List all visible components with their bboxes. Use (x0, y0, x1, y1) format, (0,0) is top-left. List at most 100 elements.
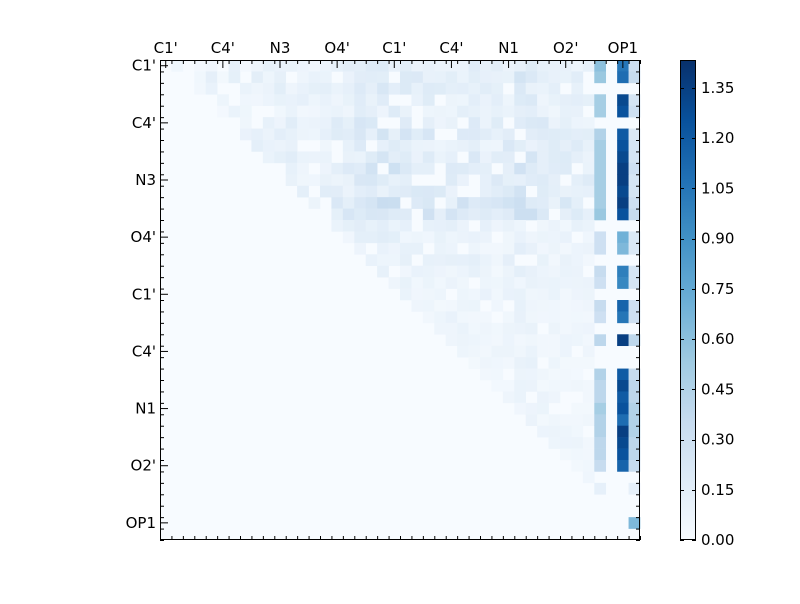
heatmap-cell (480, 242, 492, 255)
heatmap-cell (388, 197, 401, 209)
y-tick-labels: C1' C4' N3 O4' C1' C4' N1 O2' OP1 (126, 57, 156, 532)
heatmap-cell (434, 277, 447, 289)
heatmap-cell (502, 345, 515, 358)
heatmap-cell (594, 208, 607, 221)
heatmap-cell (251, 94, 264, 107)
heatmap-cell (548, 105, 561, 118)
heatmap-cell (628, 197, 641, 209)
heatmap-cell (525, 345, 538, 358)
heatmap-cell (571, 288, 584, 301)
heatmap-cell (571, 380, 584, 392)
heatmap-cell (571, 311, 584, 324)
heatmap-cell (491, 368, 504, 381)
heatmap-cell (491, 94, 504, 107)
y-tick-label: C4' (132, 342, 156, 360)
heatmap-cell (480, 357, 492, 369)
heatmap-cell (422, 105, 435, 118)
heatmap-cell (365, 105, 378, 118)
colorbar-frame (680, 60, 696, 540)
heatmap-cell (377, 128, 389, 141)
heatmap-cell (365, 231, 378, 244)
heatmap-cell (434, 117, 447, 129)
heatmap-cell (537, 174, 549, 187)
heatmap-cell (445, 82, 458, 95)
heatmap-cell (422, 265, 435, 278)
heatmap-cell (285, 94, 298, 107)
heatmap-cell (468, 71, 481, 84)
heatmap-cell (514, 82, 527, 95)
heatmap-cell (582, 288, 595, 301)
heatmap-cell (594, 460, 607, 472)
heatmap-cell (491, 380, 504, 392)
heatmap-cell (560, 162, 572, 175)
heatmap-cell (571, 460, 584, 472)
heatmap-cell (480, 128, 492, 141)
heatmap-cell (457, 254, 469, 267)
x-tick-label: C1' (382, 39, 406, 57)
heatmap-cell (308, 71, 321, 84)
heatmap-cell (251, 60, 264, 72)
heatmap-cell (205, 60, 218, 72)
heatmap-cell (457, 71, 469, 84)
colorbar-ticks: 0.00 0.15 0.30 0.45 0.60 0.75 0.90 1.05 1.20 1.35 (680, 79, 734, 549)
heatmap-cell (468, 311, 481, 324)
heatmap-cell (457, 311, 469, 324)
heatmap-cell (297, 94, 309, 107)
heatmap-cell (548, 437, 561, 449)
heatmap-cell (434, 71, 447, 84)
heatmap-cell (377, 60, 389, 72)
heatmap-cell (434, 242, 447, 255)
heatmap-cell (400, 151, 412, 164)
heatmap-cell (571, 425, 584, 438)
heatmap-cell (594, 151, 607, 164)
heatmap-cell (571, 277, 584, 289)
heatmap-cell (628, 162, 641, 175)
heatmap-cell (514, 185, 527, 198)
heatmap-cell (468, 197, 481, 209)
heatmap-cell (331, 82, 344, 95)
heatmap-cell (617, 460, 629, 472)
heatmap-cell (400, 128, 412, 141)
heatmap-cell (274, 94, 287, 107)
heatmap-cell (445, 185, 458, 198)
heatmap-cell (468, 288, 481, 301)
heatmap-cell (594, 300, 607, 312)
heatmap-cell (594, 448, 607, 461)
heatmap-cell (377, 197, 389, 209)
heatmap-cell (468, 162, 481, 175)
heatmap-cell (594, 368, 607, 381)
heatmap-cell (331, 197, 344, 209)
colorbar-tick-label: 0.00 (701, 531, 734, 549)
heatmap-cell (537, 60, 549, 72)
heatmap-cell (560, 380, 572, 392)
heatmap-cell (514, 117, 527, 129)
heatmap-cell (365, 151, 378, 164)
heatmap-cell (514, 208, 527, 221)
heatmap-cell (240, 105, 252, 118)
heatmap-cell (582, 128, 595, 141)
heatmap-cell (594, 174, 607, 187)
heatmap-cell (480, 60, 492, 72)
heatmap-cell (537, 391, 549, 404)
heatmap-cell (422, 117, 435, 129)
heatmap-cell (342, 60, 355, 72)
heatmap-cell (365, 82, 378, 95)
heatmap-cell (502, 311, 515, 324)
heatmap-cell (560, 300, 572, 312)
heatmap-cell (582, 208, 595, 221)
heatmap-cell (617, 185, 629, 198)
heatmap-cell (342, 197, 355, 209)
heatmap-cell (422, 254, 435, 267)
heatmap-cell (445, 254, 458, 267)
heatmap-cell (297, 71, 309, 84)
colorbar-tick-label: 1.35 (701, 79, 734, 97)
heatmap-cell (468, 151, 481, 164)
heatmap-cell (434, 300, 447, 312)
heatmap-cell (582, 357, 595, 369)
heatmap-cell (548, 151, 561, 164)
colorbar-tick-label: 0.45 (701, 380, 734, 398)
heatmap-cell (320, 185, 332, 198)
heatmap-cell (331, 208, 344, 221)
heatmap-cell (537, 128, 549, 141)
heatmap-cell (434, 311, 447, 324)
